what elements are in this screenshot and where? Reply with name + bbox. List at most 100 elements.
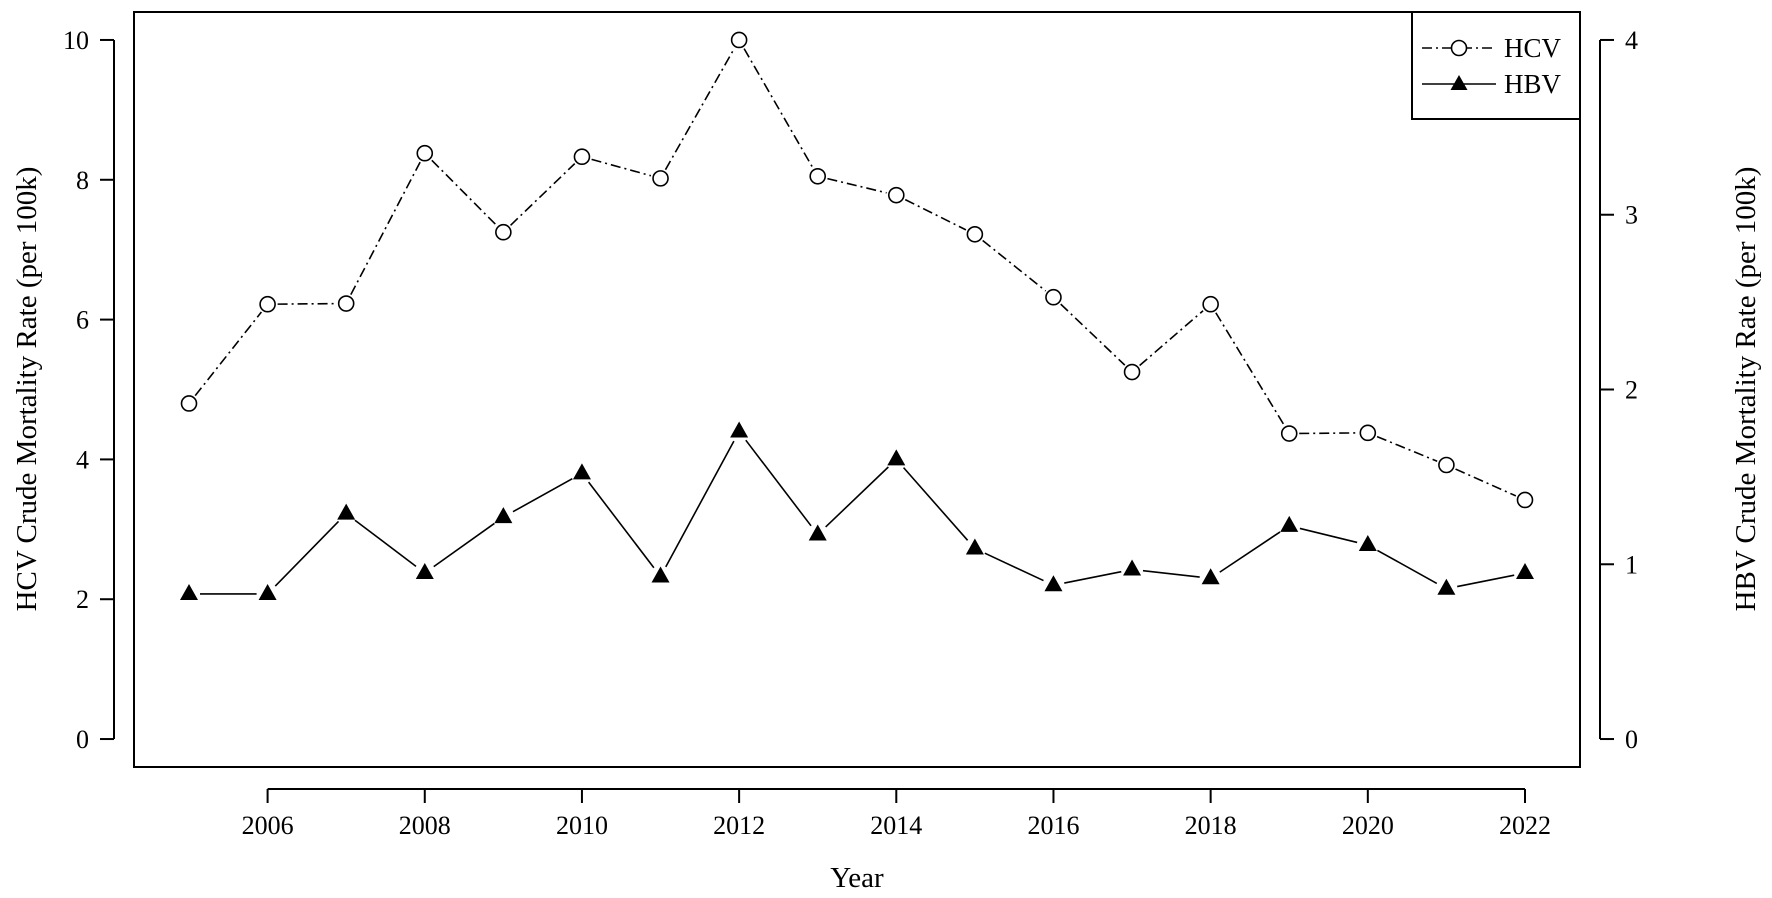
series-hcv (180, 31, 1534, 509)
hcv-line-segment (982, 239, 1047, 292)
hcv-point (259, 295, 276, 313)
legend-hcv-label: HCV (1504, 33, 1562, 63)
hbv-point (1280, 515, 1299, 532)
hcv-point (416, 144, 434, 162)
legend-hbv-label: HBV (1504, 69, 1562, 99)
hbv-point (1201, 568, 1220, 585)
hcv-point (495, 223, 512, 241)
hcv-line-segment (1215, 312, 1285, 426)
hcv-point (1123, 363, 1141, 381)
y-right-tick-label: 1 (1625, 550, 1638, 579)
hcv-line-segment (827, 177, 887, 194)
hbv-point (1123, 559, 1142, 576)
x-tick-label: 2010 (556, 811, 608, 840)
y-axis-left: 0 2 4 6 8 10 (63, 26, 115, 754)
hcv-line-segment (1299, 432, 1358, 435)
hbv-point (1358, 535, 1377, 552)
series-hbv (180, 421, 1534, 600)
hbv-line-segment (665, 440, 735, 568)
hbv-point (1044, 575, 1063, 592)
hbv-point (337, 503, 356, 520)
hcv-line-segment (1139, 310, 1204, 367)
y-left-tick-label: 6 (76, 306, 89, 335)
hbv-point (965, 538, 984, 555)
hbv-line-segment (825, 466, 889, 528)
y-right-tick-label: 2 (1625, 376, 1638, 405)
x-tick-label: 2014 (870, 811, 922, 840)
hcv-line-segment (904, 198, 967, 231)
hbv-point (1437, 578, 1456, 595)
hcv-point (1280, 425, 1298, 442)
x-tick-label: 2012 (713, 811, 765, 840)
x-tick-label: 2006 (242, 811, 294, 840)
hcv-point (1438, 456, 1455, 474)
hcv-point (1359, 424, 1377, 442)
hbv-line-segment (1457, 574, 1515, 588)
hcv-point (730, 31, 748, 49)
hbv-point (180, 583, 199, 600)
hbv-point (651, 566, 670, 583)
legend-hbv-marker (1450, 75, 1468, 90)
hcv-point (887, 186, 905, 204)
plot-frame (133, 11, 1581, 768)
hcv-line-segment (743, 48, 814, 169)
x-tick-label: 2008 (399, 811, 451, 840)
hbv-point (1515, 563, 1534, 580)
hbv-line-segment (1142, 569, 1200, 578)
y-left-tick-label: 10 (63, 26, 89, 55)
hcv-line-segment (1060, 303, 1126, 366)
hbv-line-segment (1377, 549, 1438, 585)
hbv-line-segment (433, 522, 495, 568)
y-left-tick-label: 2 (76, 585, 89, 614)
x-tick-label: 2022 (1499, 811, 1551, 840)
hbv-point (808, 524, 827, 541)
hcv-point (180, 395, 198, 412)
y-right-tick-label: 4 (1625, 26, 1638, 55)
hcv-point (1516, 491, 1534, 509)
x-axis-title: Year (830, 862, 884, 894)
legend-hcv-marker (1450, 39, 1468, 57)
y-axis-right: 0 1 2 3 4 (1599, 26, 1638, 754)
hcv-line-segment (591, 158, 652, 177)
hcv-point (573, 148, 591, 166)
hbv-point (415, 563, 434, 580)
hbv-point (730, 421, 749, 438)
hcv-point (966, 226, 984, 243)
hbv-line-segment (587, 481, 655, 569)
hcv-line-segment (277, 302, 337, 305)
y-left-tick-label: 8 (76, 166, 89, 195)
y-left-tick-label: 0 (76, 725, 89, 754)
x-tick-label: 2018 (1185, 811, 1237, 840)
hbv-line-segment (512, 478, 573, 513)
hcv-line-segment (431, 159, 497, 226)
y-right-tick-label: 0 (1625, 725, 1638, 754)
hcv-line-segment (510, 163, 576, 226)
hcv-point (337, 295, 355, 312)
hcv-line-segment (1455, 468, 1517, 497)
hbv-line-segment (745, 439, 812, 527)
hcv-point (652, 170, 669, 187)
hcv-line-segment (1376, 435, 1438, 462)
y-left-tick-label: 4 (76, 445, 89, 474)
hbv-line-segment (354, 519, 417, 568)
y-axis-right-title: HBV Crude Mortality Rate (per 100k) (1730, 167, 1762, 612)
hcv-point (809, 167, 827, 185)
hcv-line-segment (664, 48, 735, 171)
hbv-line-segment (1219, 531, 1281, 573)
hcv-point (1045, 288, 1062, 306)
hbv-point (887, 449, 906, 466)
x-axis: 2006 2008 2010 2012 2014 2016 2018 2020 2022 (242, 788, 1551, 840)
hbv-line-segment (1064, 570, 1122, 584)
hbv-point (258, 583, 277, 600)
hcv-point (1202, 295, 1219, 313)
hbv-line-segment (902, 467, 969, 541)
hbv-point (494, 507, 513, 524)
legend: HCV HBV (1411, 11, 1581, 120)
x-tick-label: 2016 (1027, 811, 1079, 840)
legend-box (1411, 11, 1581, 120)
y-axis-left-title: HCV Crude Mortality Rate (per 100k) (11, 167, 43, 612)
hbv-line-segment (274, 520, 340, 587)
hbv-point (572, 463, 591, 480)
hcv-line-segment (194, 311, 263, 397)
